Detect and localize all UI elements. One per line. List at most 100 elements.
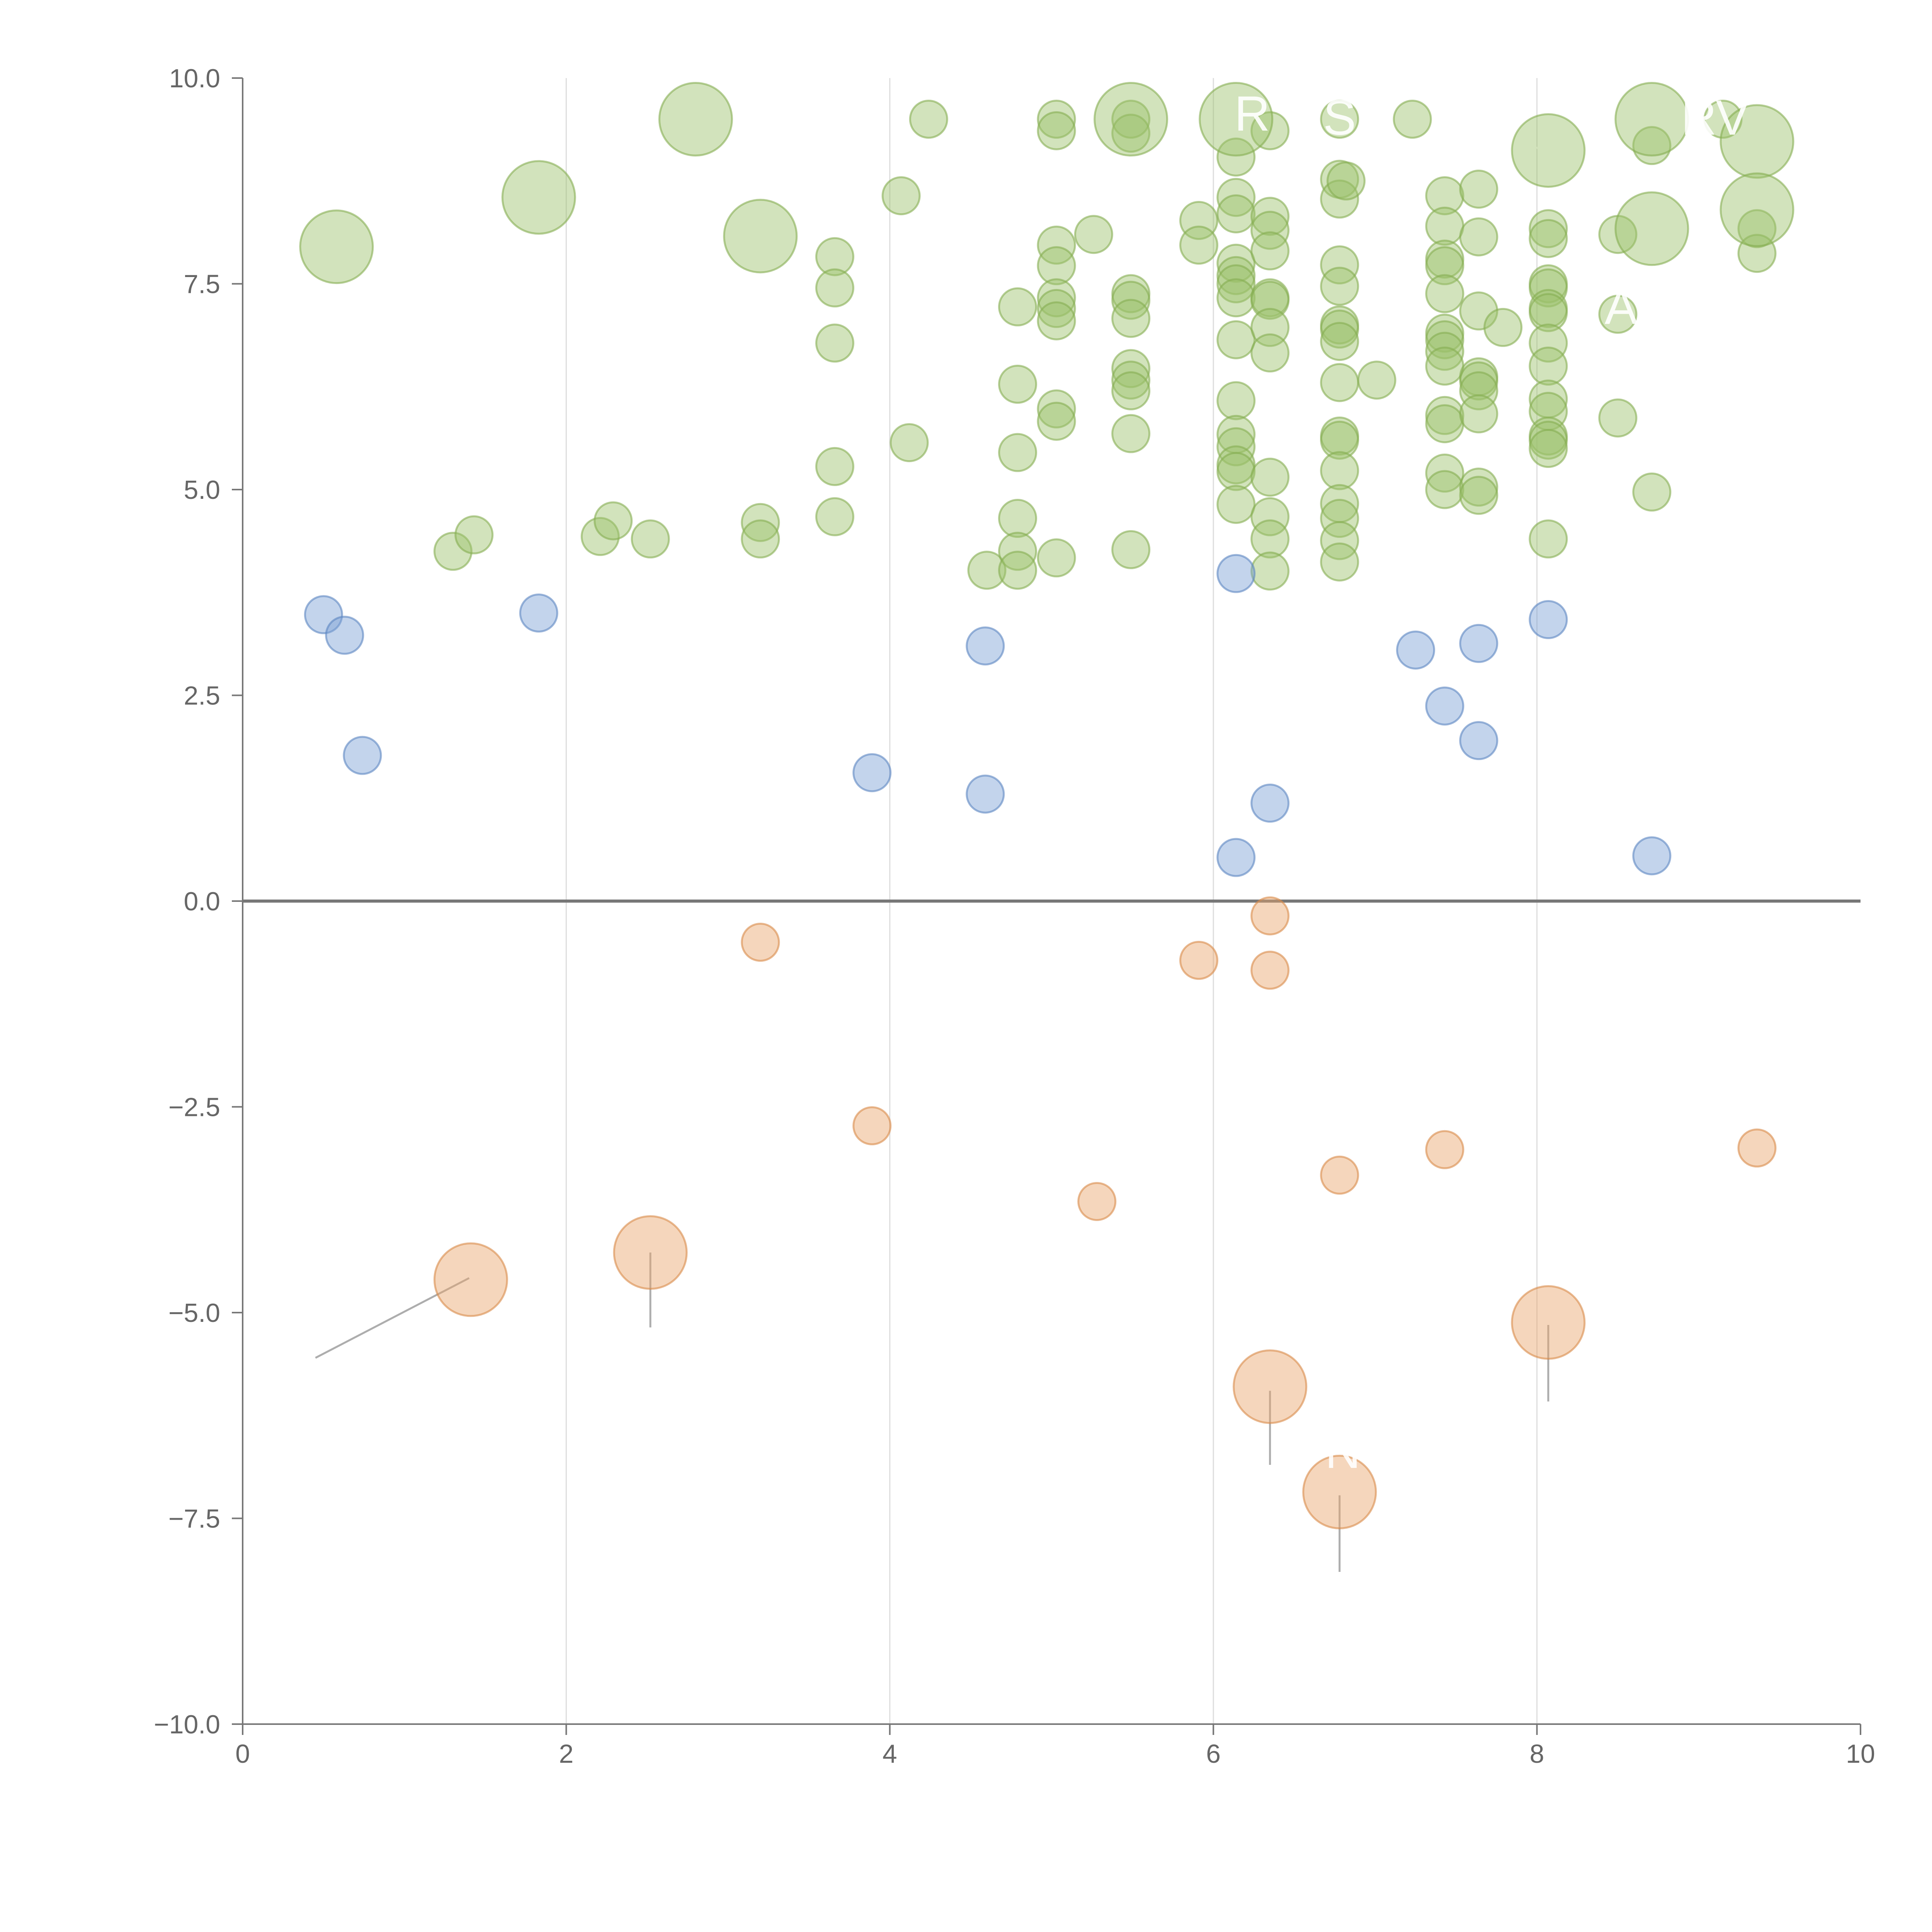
x-tick-label: 6 [1206, 1739, 1221, 1769]
y-tick-label: −5.0 [168, 1298, 220, 1328]
point-label: S [1323, 90, 1356, 146]
leader-line [1730, 118, 1758, 142]
data-point [1396, 630, 1435, 670]
data-point [1529, 347, 1568, 386]
data-point [1250, 197, 1290, 236]
data-point [1459, 468, 1498, 507]
data-point [1216, 256, 1256, 295]
highlighted-point [1302, 1454, 1377, 1529]
leader-line [1651, 228, 1664, 255]
data-point [1529, 219, 1568, 258]
data-point [1077, 1182, 1117, 1221]
data-point [1216, 243, 1256, 283]
data-point [1037, 225, 1076, 265]
leader-line [1504, 134, 1549, 153]
data-point [909, 100, 948, 139]
data-point [852, 1106, 892, 1145]
data-point [815, 323, 854, 363]
data-point [1037, 111, 1076, 150]
data-point [741, 503, 780, 542]
data-point [519, 594, 558, 633]
leader-lines [315, 118, 1758, 1572]
data-point [741, 519, 780, 559]
data-points [299, 82, 1794, 1529]
data-point [1320, 499, 1359, 538]
data-point [1327, 161, 1366, 201]
y-tick-label: 5.0 [184, 475, 220, 505]
data-point [1320, 322, 1359, 361]
data-point [1425, 453, 1464, 493]
data-point [1320, 100, 1359, 139]
data-point [1216, 194, 1256, 233]
data-point [1216, 278, 1256, 318]
data-point [1037, 538, 1076, 578]
data-point [1111, 530, 1151, 569]
highlighted-point [1614, 82, 1689, 156]
highlighted-point [501, 160, 576, 235]
data-point [433, 532, 473, 571]
data-point [1459, 476, 1498, 515]
data-point [1111, 114, 1151, 153]
data-point [815, 237, 854, 276]
data-point [1250, 281, 1290, 320]
y-tick-label: 0.0 [184, 887, 220, 916]
data-point [966, 626, 1005, 666]
data-point [454, 515, 494, 554]
data-point [1425, 176, 1464, 216]
data-point [1320, 521, 1359, 560]
data-point [1111, 100, 1151, 139]
highlighted-point [299, 209, 374, 284]
data-point [1250, 231, 1290, 270]
data-point [1425, 396, 1464, 435]
data-point [1250, 784, 1290, 823]
data-point [1250, 457, 1290, 497]
point-labels: R S RV A N [1234, 86, 1748, 1479]
leader-line [1749, 209, 1758, 247]
data-point [1393, 100, 1432, 139]
data-point [852, 753, 892, 793]
data-point [1632, 472, 1672, 512]
data-point [1250, 519, 1290, 559]
data-point [1425, 686, 1464, 726]
data-point [1250, 951, 1290, 990]
data-point [1425, 1130, 1464, 1169]
data-point [1483, 308, 1523, 347]
data-point [1320, 363, 1359, 402]
data-point [1632, 836, 1672, 876]
point-label: RV [1681, 90, 1749, 146]
data-point [966, 774, 1005, 814]
data-point [1320, 420, 1359, 460]
data-point [889, 423, 929, 463]
highlighted-point [723, 199, 798, 274]
data-point [998, 551, 1037, 590]
data-point [1425, 470, 1464, 509]
data-point [1425, 332, 1464, 371]
tick-labels: 10.0 7.5 5.0 2.5 0.0 −2.5 −5.0 −7.5 −10.0 0 2 4 6 8 10 [154, 64, 1875, 1769]
x-tick-label: 8 [1530, 1739, 1544, 1769]
y-tick-label: 7.5 [184, 270, 220, 299]
data-point [1216, 178, 1256, 217]
data-point [1459, 361, 1498, 401]
data-point [1111, 299, 1151, 338]
data-point [1037, 100, 1076, 139]
data-point [343, 736, 382, 775]
data-point [1459, 721, 1498, 760]
data-point [1529, 429, 1568, 468]
data-point [1357, 361, 1396, 400]
data-point [1598, 294, 1638, 334]
data-point [1111, 361, 1151, 400]
x-tick-label: 2 [559, 1739, 573, 1769]
data-point [1037, 246, 1076, 286]
data-point [1425, 404, 1464, 444]
data-point [1216, 381, 1256, 420]
data-point [1529, 420, 1568, 460]
data-point [881, 176, 921, 216]
y-tick-label: 10.0 [169, 64, 220, 93]
data-point [1529, 519, 1568, 559]
data-point [1737, 1128, 1777, 1168]
x-tick-label: 0 [235, 1739, 250, 1769]
data-point [1529, 323, 1568, 363]
data-point [741, 923, 780, 962]
data-point [1459, 291, 1498, 331]
